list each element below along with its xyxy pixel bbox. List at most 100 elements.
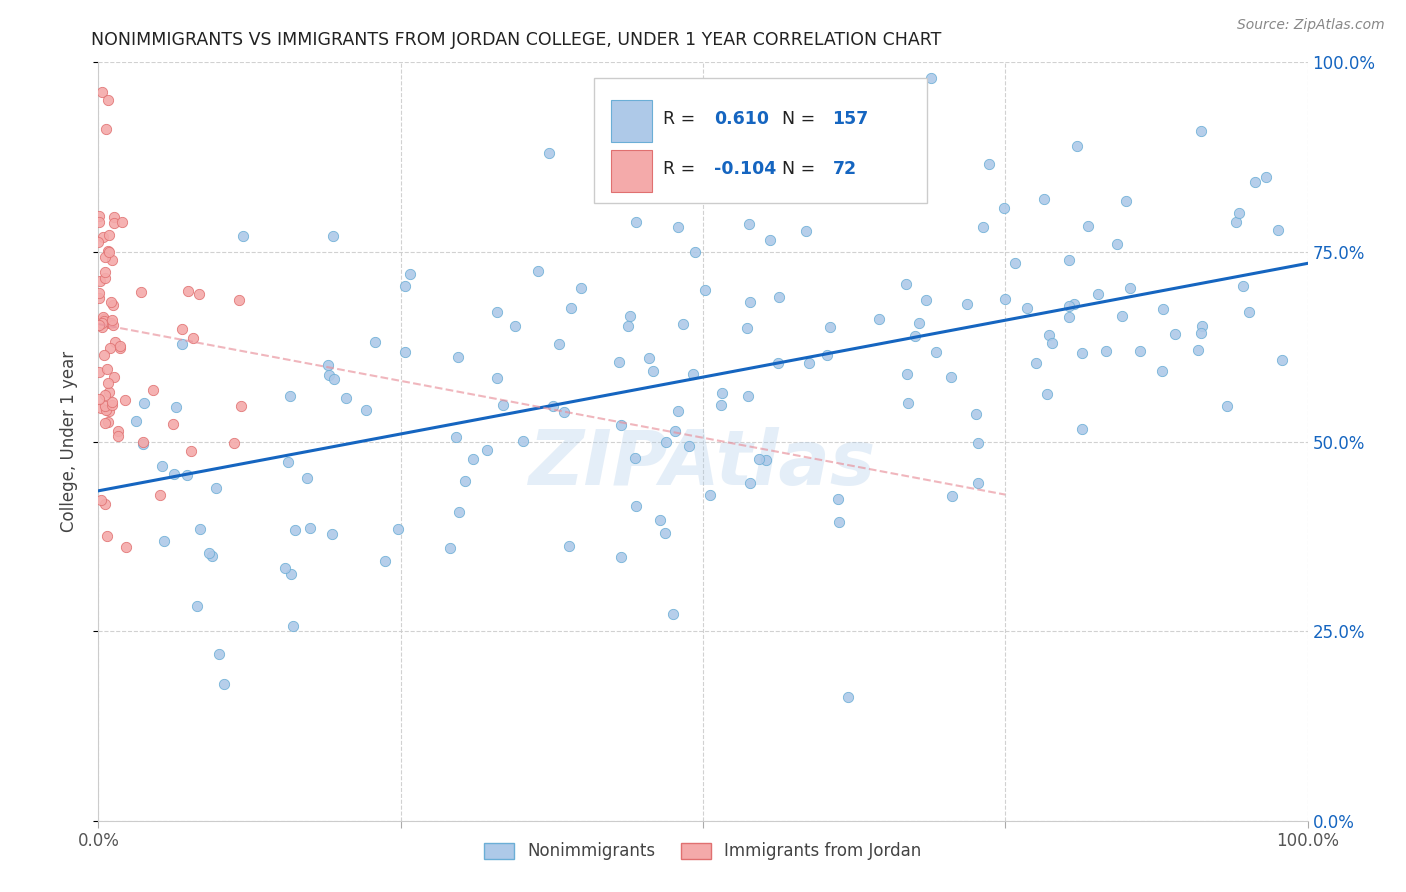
Point bbox=[664, 424, 686, 438]
Point bbox=[228, 293, 250, 307]
Point bbox=[181, 331, 204, 345]
Point bbox=[94, 416, 117, 430]
Point bbox=[1004, 256, 1026, 270]
Point bbox=[447, 350, 470, 364]
Point bbox=[894, 277, 917, 292]
Point bbox=[1256, 170, 1278, 185]
Point bbox=[967, 476, 990, 491]
Point bbox=[758, 233, 780, 247]
Point bbox=[666, 403, 689, 417]
Point bbox=[897, 396, 920, 410]
Point bbox=[1227, 206, 1250, 220]
Point bbox=[503, 318, 526, 333]
Point bbox=[543, 400, 565, 414]
Point bbox=[90, 85, 112, 99]
Point bbox=[1059, 252, 1081, 267]
Point bbox=[93, 271, 115, 285]
Point bbox=[91, 310, 114, 324]
Point bbox=[797, 356, 820, 370]
Point bbox=[87, 235, 110, 249]
Point bbox=[165, 400, 187, 414]
Point bbox=[201, 549, 224, 563]
Point bbox=[125, 414, 148, 428]
Point bbox=[103, 210, 125, 224]
Point bbox=[89, 274, 111, 288]
Point bbox=[142, 383, 165, 397]
Point bbox=[1077, 219, 1099, 233]
Point bbox=[666, 220, 689, 235]
Point bbox=[321, 526, 343, 541]
Point bbox=[108, 339, 131, 353]
Point bbox=[547, 336, 569, 351]
Point bbox=[828, 515, 851, 529]
Point bbox=[571, 281, 593, 295]
Point bbox=[132, 437, 155, 451]
Legend: Nonimmigrants, Immigrants from Jordan: Nonimmigrants, Immigrants from Jordan bbox=[478, 836, 928, 867]
Point bbox=[91, 320, 114, 334]
Point bbox=[278, 389, 301, 403]
Text: ZIPAtlas: ZIPAtlas bbox=[529, 427, 877, 501]
Point bbox=[374, 554, 396, 568]
Point bbox=[896, 367, 918, 381]
Point bbox=[972, 219, 994, 234]
Point bbox=[1111, 309, 1133, 323]
Point bbox=[446, 430, 468, 444]
Point bbox=[104, 335, 127, 350]
Text: -0.104: -0.104 bbox=[714, 160, 776, 178]
Text: 72: 72 bbox=[832, 160, 856, 178]
Point bbox=[297, 470, 319, 484]
Point bbox=[1032, 192, 1054, 206]
Point bbox=[1237, 304, 1260, 318]
Point bbox=[610, 549, 633, 564]
Point bbox=[180, 444, 202, 458]
Point bbox=[475, 442, 498, 457]
Point bbox=[87, 291, 110, 305]
Point bbox=[977, 157, 1000, 171]
Point bbox=[967, 436, 990, 450]
Point bbox=[186, 599, 208, 614]
Point bbox=[103, 369, 125, 384]
Point bbox=[318, 368, 340, 383]
Point bbox=[163, 467, 186, 481]
Point bbox=[794, 224, 817, 238]
Point bbox=[97, 245, 120, 260]
Point bbox=[1015, 301, 1038, 315]
Point bbox=[212, 677, 235, 691]
Point bbox=[766, 356, 789, 370]
Point bbox=[740, 475, 762, 490]
Point bbox=[150, 459, 173, 474]
Point bbox=[607, 355, 630, 369]
Point bbox=[672, 317, 695, 331]
Point bbox=[638, 351, 661, 365]
Point bbox=[177, 285, 200, 299]
Point bbox=[1271, 353, 1294, 368]
Point bbox=[449, 505, 471, 519]
Point bbox=[94, 388, 117, 402]
Point bbox=[96, 361, 118, 376]
Point bbox=[904, 329, 927, 343]
Point bbox=[818, 319, 841, 334]
Point bbox=[485, 305, 508, 319]
Point bbox=[94, 399, 117, 413]
Text: N =: N = bbox=[782, 111, 820, 128]
Point bbox=[1129, 343, 1152, 358]
Point bbox=[748, 452, 770, 467]
Point bbox=[693, 283, 716, 297]
Point bbox=[100, 252, 122, 267]
Point bbox=[619, 309, 641, 323]
Point bbox=[454, 474, 477, 488]
Point bbox=[993, 201, 1015, 215]
Point bbox=[941, 369, 963, 384]
Point bbox=[1244, 175, 1267, 189]
Point bbox=[485, 371, 508, 385]
Point bbox=[101, 313, 124, 327]
Point bbox=[1066, 139, 1088, 153]
Point bbox=[91, 229, 114, 244]
Point bbox=[558, 540, 581, 554]
Point bbox=[103, 298, 125, 312]
Point bbox=[281, 619, 304, 633]
Point bbox=[188, 287, 211, 301]
Point bbox=[908, 316, 931, 330]
Point bbox=[98, 316, 121, 330]
Point bbox=[1071, 346, 1094, 360]
